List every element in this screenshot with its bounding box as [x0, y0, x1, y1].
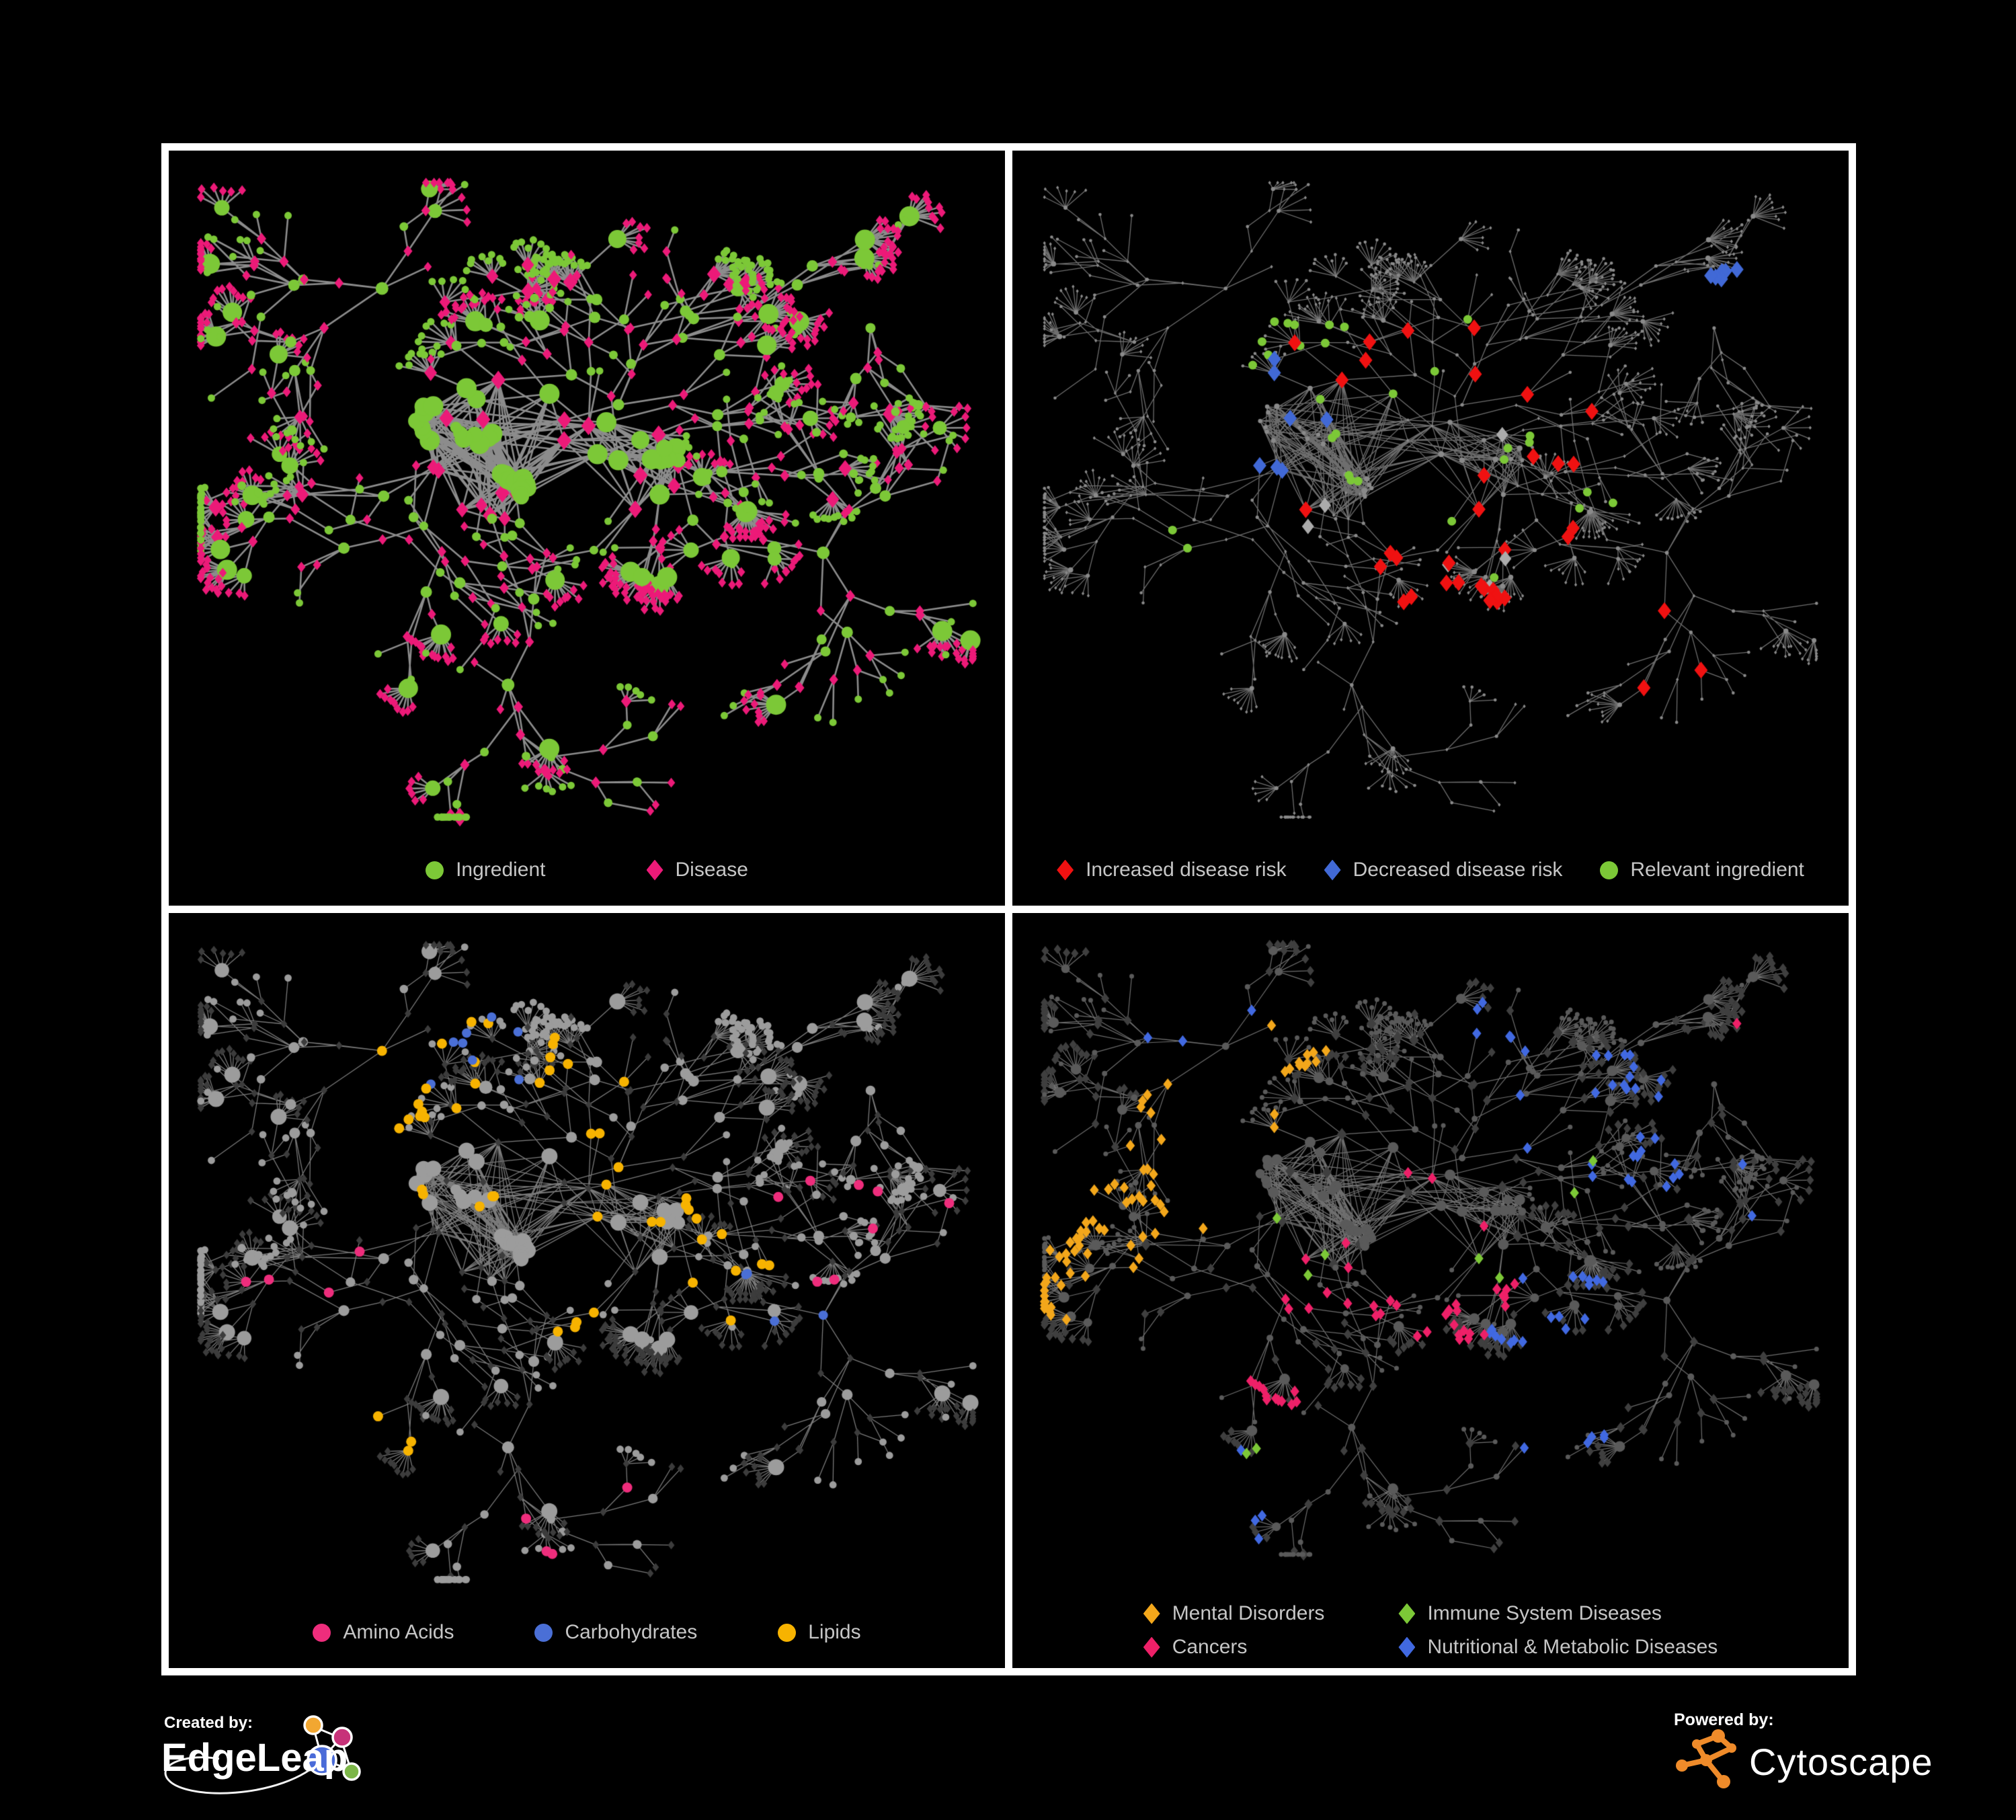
legend-nutrient-classes: Amino Acids Carbohydrates Lipids — [169, 1621, 1005, 1644]
panel-ingredient-disease: Ingredient Disease — [169, 151, 1005, 906]
edgeleap-swoosh — [164, 1756, 323, 1794]
edgeleap-node-orange — [303, 1715, 323, 1735]
edgeleap-logo: Created by: EdgeLeap — [161, 1714, 361, 1794]
legend-item-amino-acids: Amino Acids — [313, 1621, 454, 1644]
diamond-swatch-icon — [1398, 1636, 1416, 1658]
panel-disease-classes: Mental Disorders Immune System Diseases Ca… — [1012, 913, 1849, 1668]
powered-by-brand: Powered by: Cytoscape — [1667, 1704, 1963, 1808]
legend-item-increased-disease-risk: Increased disease risk — [1057, 859, 1287, 881]
legend-label: Relevant ingredient — [1630, 859, 1804, 881]
network-canvas-disease-risk — [1012, 151, 1849, 906]
cytoscape-logo: Powered by: Cytoscape — [1674, 1710, 1933, 1788]
edgeleap-node-magenta — [331, 1727, 353, 1748]
legend-item-relevant-ingredient: Relevant ingredient — [1600, 859, 1804, 881]
legend-label: Lipids — [808, 1621, 861, 1643]
legend-label: Amino Acids — [343, 1621, 454, 1643]
circle-swatch-icon — [534, 1623, 553, 1642]
legend-item-decreased-disease-risk: Decreased disease risk — [1324, 859, 1563, 881]
circle-swatch-icon — [1600, 861, 1619, 879]
legend-item-immune-system-diseases: Immune System Diseases — [1398, 1602, 1718, 1625]
legend-item-carbohydrates: Carbohydrates — [534, 1621, 697, 1644]
edgeleap-node-blue — [307, 1745, 337, 1776]
legend-label: Disease — [675, 859, 748, 881]
legend-label: Nutritional & Metabolic Diseases — [1427, 1636, 1718, 1658]
legend-item-lipids: Lipids — [778, 1621, 861, 1644]
cytoscape-logo-text: Cytoscape — [1749, 1741, 1933, 1783]
network-canvas-disease-classes — [1012, 913, 1849, 1668]
cytoscape-logo-icon — [1676, 1729, 1736, 1788]
legend-item-ingredient: Ingredient — [426, 859, 546, 881]
network-canvas-nutrient-classes — [169, 913, 1005, 1668]
panel-disease-risk: Increased disease risk Decreased disease … — [1012, 151, 1849, 906]
created-by-brand: Created by: EdgeLeap — [152, 1704, 401, 1815]
legend-label: Immune System Diseases — [1427, 1602, 1662, 1624]
legend-label: Mental Disorders — [1172, 1602, 1325, 1624]
diamond-swatch-icon — [646, 859, 663, 881]
legend-item-disease: Disease — [646, 859, 748, 881]
circle-swatch-icon — [778, 1623, 797, 1642]
legend-label: Increased disease risk — [1086, 859, 1287, 881]
panel-grid: Ingredient Disease Increased disease risk… — [161, 143, 1856, 1675]
legend-label: Ingredient — [456, 859, 546, 881]
edgeleap-node-green — [342, 1762, 361, 1781]
panel-nutrient-classes: Amino Acids Carbohydrates Lipids — [169, 913, 1005, 1668]
powered-by-label: Powered by: — [1674, 1710, 1774, 1729]
circle-swatch-icon — [426, 861, 444, 879]
created-by-label: Created by: — [164, 1714, 253, 1732]
legend-item-cancers: Cancers — [1143, 1636, 1325, 1659]
diamond-swatch-icon — [1324, 859, 1341, 881]
legend-label: Carbohydrates — [565, 1621, 698, 1643]
network-canvas-ingredient-disease — [169, 151, 1005, 906]
legend-label: Cancers — [1172, 1636, 1248, 1658]
legend-ingredient-disease: Ingredient Disease — [169, 859, 1005, 881]
diamond-swatch-icon — [1057, 859, 1074, 881]
diamond-swatch-icon — [1143, 1603, 1160, 1624]
circle-swatch-icon — [313, 1623, 331, 1642]
legend-label: Decreased disease risk — [1353, 859, 1563, 881]
diamond-swatch-icon — [1398, 1603, 1416, 1624]
legend-disease-risk: Increased disease risk Decreased disease … — [1012, 859, 1849, 881]
edgeleap-logo-text: EdgeLeap — [161, 1736, 348, 1780]
diamond-swatch-icon — [1143, 1636, 1160, 1658]
legend-item-mental-disorders: Mental Disorders — [1143, 1602, 1325, 1625]
legend-disease-classes: Mental Disorders Immune System Diseases Ca… — [1012, 1602, 1849, 1659]
legend-item-nutritional-metabolic-diseases: Nutritional & Metabolic Diseases — [1398, 1636, 1718, 1659]
